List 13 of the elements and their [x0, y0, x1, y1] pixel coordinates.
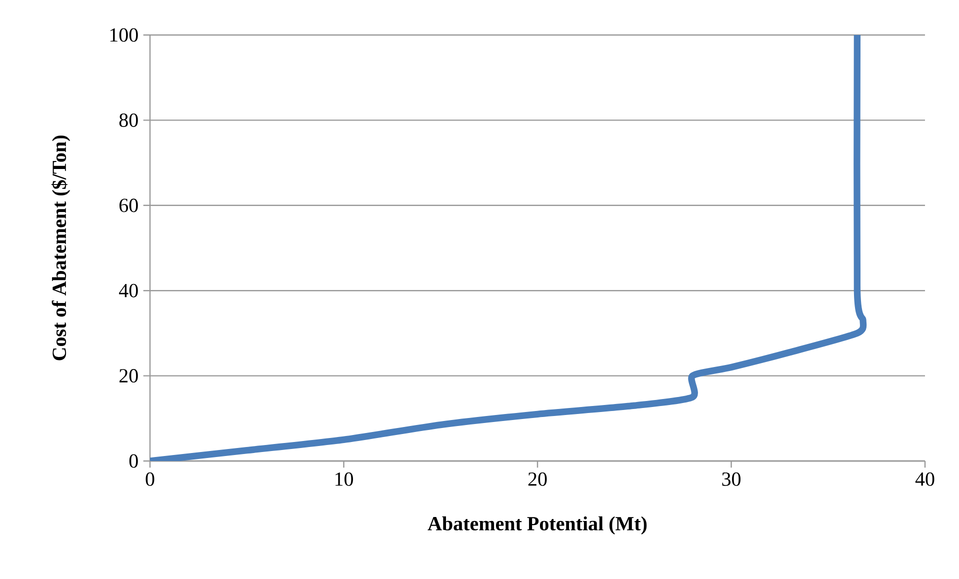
y-axis-title: Cost of Abatement ($/Ton) [51, 136, 70, 360]
y-tick-label: 20 [120, 369, 138, 383]
x-tick-label: 10 [336, 472, 353, 486]
x-tick-label: 20 [528, 472, 547, 486]
x-tick-label: 30 [722, 472, 740, 486]
y-tick-label: 100 [110, 28, 138, 42]
x-tick-label: 0 [146, 472, 154, 486]
x-tick-label: 40 [915, 472, 934, 486]
x-axis-title: Abatement Potential (Mt) [428, 516, 647, 535]
y-tick-label: 0 [129, 454, 138, 468]
y-tick-label: 80 [119, 113, 138, 127]
y-tick-label: 60 [119, 198, 138, 212]
y-tick-label: 40 [119, 284, 138, 298]
